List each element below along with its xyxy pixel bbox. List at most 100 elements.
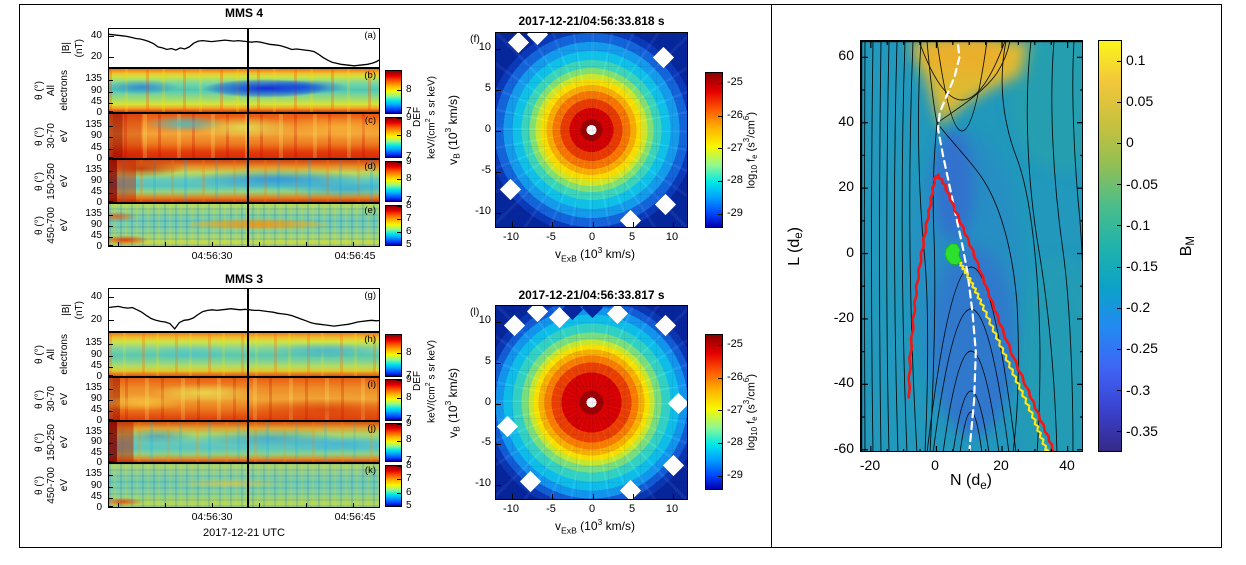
ylabel-j-line2: 150-250 xyxy=(46,423,58,461)
colorbar-h xyxy=(385,334,402,377)
colorbar-tick-label: -0.1 xyxy=(1126,217,1151,233)
missing-data-bin xyxy=(606,306,629,325)
colorbar-tick-label: 7 xyxy=(406,106,412,117)
y-tick-mark xyxy=(109,193,113,194)
xtick-mms3-2: 04:56:45 xyxy=(334,511,376,523)
x-tick-mark xyxy=(118,242,119,246)
colorbar-tick-mark xyxy=(397,157,401,158)
ylabel-c: θ (°) 30-70 eV xyxy=(28,113,76,159)
y-tick-mark xyxy=(109,443,113,444)
panel-letter-b: (b) xyxy=(364,70,376,81)
x-tick-label: 5 xyxy=(628,503,636,515)
y-tick-mark xyxy=(109,454,113,455)
y-tick-label: 45 xyxy=(90,95,102,107)
missing-data-bin xyxy=(652,46,675,69)
panel-letter-g: (g) xyxy=(364,290,376,301)
x-tick-mark xyxy=(512,222,513,227)
colorbar-tick-label: 9 xyxy=(406,112,412,123)
ylabel-e-line3: eV xyxy=(58,218,70,232)
ylabel-h-line3: electrons xyxy=(58,334,70,375)
y-tick-label: 90 xyxy=(90,219,102,230)
spectrogram-panel-h: (h) xyxy=(108,332,380,377)
ylabel-e-line1: θ (°) xyxy=(34,215,46,235)
dist-f-title: 2017-12-21/04:56:33.818 s xyxy=(518,14,665,28)
missing-data-bin xyxy=(526,33,549,46)
y-tick-label: -60 xyxy=(833,440,854,456)
xlabel-sim: N (de) xyxy=(950,472,992,493)
y-tick-mark xyxy=(109,92,113,93)
colorbar-tick-mark xyxy=(397,506,401,507)
y-tick-label: 0 xyxy=(846,244,854,260)
colorbar-tick-label: 8 xyxy=(406,129,412,140)
y-tick-mark xyxy=(496,49,501,50)
colorbar-tick-mark xyxy=(397,113,401,114)
colorbar-tick-label: -29 xyxy=(727,207,743,219)
ylabel-k-line3: eV xyxy=(58,479,70,492)
y-tick-label: 135 xyxy=(85,208,102,219)
y-tick-mark xyxy=(109,498,113,499)
x-tick-mark xyxy=(212,242,213,246)
colorbar-tick-label: -29 xyxy=(727,469,743,481)
ylabel-h: θ (°) All electrons xyxy=(28,332,76,377)
y-tick-mark xyxy=(109,171,113,172)
colorbar-tick-label: 8 xyxy=(406,173,412,184)
colorbar-l xyxy=(705,334,723,490)
colorbar-tick-mark xyxy=(397,232,401,233)
y-tick-mark xyxy=(109,400,113,401)
simulation-panel xyxy=(860,40,1083,452)
colorbar-tick-mark xyxy=(397,493,401,494)
y-tick-label: 135 xyxy=(85,382,102,393)
ylabel-e: θ (°) 450-700 eV xyxy=(28,203,76,247)
x-tick-mark xyxy=(165,242,166,246)
x-tick-label: 20 xyxy=(993,457,1009,473)
y-tick-mark xyxy=(109,80,113,81)
colorbar-tick-mark xyxy=(1117,431,1121,432)
colorbar-d xyxy=(385,161,402,202)
colorbar-f xyxy=(705,72,723,228)
colorbar-tick-mark xyxy=(718,83,722,84)
panel-letter-j: (j) xyxy=(367,423,376,434)
colorbar-tick-mark xyxy=(397,90,401,91)
ylabel-sim-text: L (de) xyxy=(785,226,806,266)
y-tick-label: 40 xyxy=(90,291,102,303)
bfield-trace-a xyxy=(109,33,379,67)
colorbar-tick-label: -26 xyxy=(727,109,743,121)
y-tick-mark xyxy=(109,215,113,216)
panel-letter-e: (e) xyxy=(364,205,376,216)
x-tick-label: 0 xyxy=(588,231,596,243)
x-tick-label: -20 xyxy=(859,457,881,473)
x-tick-mark xyxy=(673,494,674,499)
ylabel-k: θ (°) 450-700 eV xyxy=(28,463,76,508)
y-tick-mark xyxy=(109,506,113,507)
x-tick-mark xyxy=(259,242,260,246)
y-tick-label: 60 xyxy=(838,47,854,63)
y-tick-label: 45 xyxy=(90,186,102,197)
ylabel-l-text: vB (103 km/s) xyxy=(442,367,462,438)
colorbar-tick-label: 7 xyxy=(406,195,412,206)
colorbar-tick-label: 8 xyxy=(406,347,412,358)
ylabel-l: vB (103 km/s) xyxy=(442,305,462,500)
colorbar-c xyxy=(385,117,402,158)
colorbar-tick-mark xyxy=(1117,225,1121,226)
colorbar-tick-mark xyxy=(718,214,722,215)
y-tick-mark xyxy=(109,226,113,227)
colorbar-tick-mark xyxy=(397,201,401,202)
y-tick-label: 90 xyxy=(90,348,102,360)
ylabel-h-line1: θ (°) xyxy=(34,345,46,364)
y-tick-mark xyxy=(496,444,501,445)
utc-axis-label: 2017-12-21 UTC xyxy=(203,527,285,539)
colorbar-tick-mark xyxy=(397,420,401,421)
colorbar-tick-mark xyxy=(397,441,401,442)
dist-l-title: 2017-12-21/04:56:33.817 s xyxy=(518,288,665,302)
colorbar-tick-label: -0.25 xyxy=(1126,340,1158,356)
y-tick-label: -5 xyxy=(481,436,491,448)
y-tick-label: -20 xyxy=(833,309,854,325)
y-tick-mark xyxy=(109,201,113,202)
colorbar-tick-mark xyxy=(1117,184,1121,185)
y-tick-mark xyxy=(496,213,501,214)
ylabel-i-line2: 30-70 xyxy=(46,386,58,412)
colorbar-tick-label: -0.15 xyxy=(1126,258,1158,274)
colorbar-tick-mark xyxy=(718,378,722,379)
y-tick-label: 0 xyxy=(484,123,491,135)
colorbar-tick-mark xyxy=(718,410,722,411)
